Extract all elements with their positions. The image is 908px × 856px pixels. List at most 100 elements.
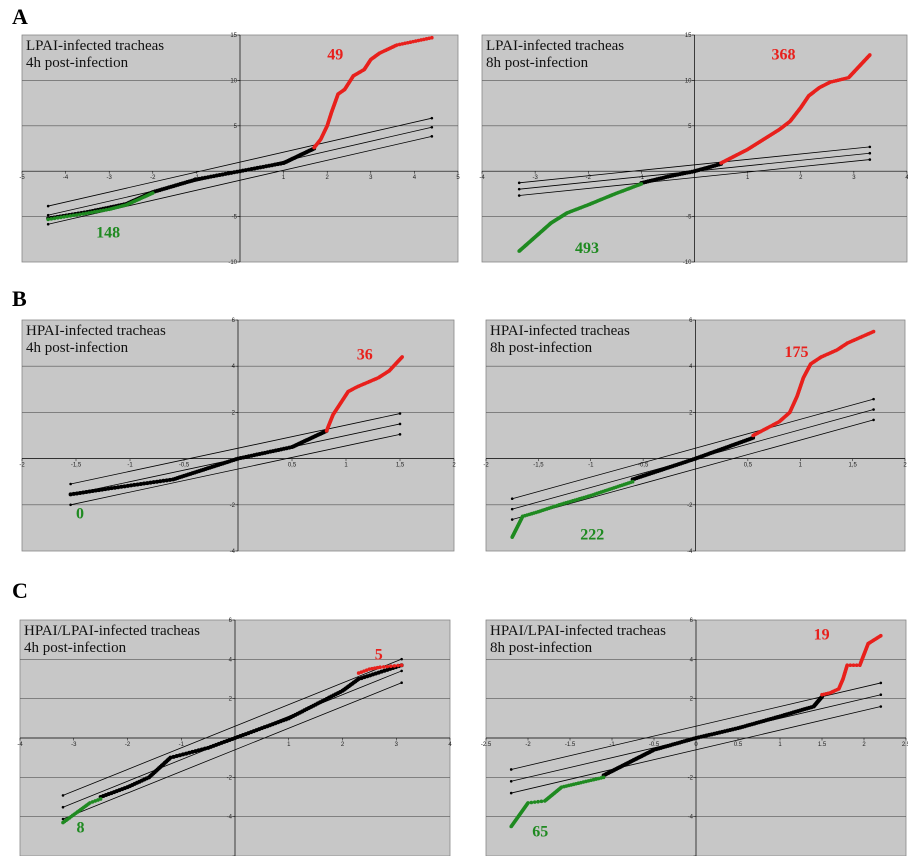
panel-title-line: 4h post-infection [24, 640, 127, 656]
data-point [854, 663, 859, 668]
chart-panel-3: -2 -1,5 -1 -0,5 0,5 1 1,5 2 -4 -2 2 4 6 HPAI-infected… [19, 318, 456, 555]
threshold-endpoint [517, 187, 521, 191]
data-point [164, 478, 169, 483]
y-tick-label: 6 [229, 618, 233, 624]
x-tick-label: -2 [483, 463, 489, 469]
data-point [871, 329, 876, 334]
data-point [427, 36, 431, 41]
data-point [71, 213, 76, 218]
x-tick-label: 1,5 [396, 463, 405, 469]
up-count-label: 19 [814, 627, 830, 644]
data-point [145, 481, 150, 486]
threshold-endpoint [879, 705, 883, 708]
down-count-label: 0 [76, 506, 84, 523]
data-point [532, 800, 537, 804]
data-point [95, 209, 100, 214]
data-point [132, 482, 137, 487]
threshold-line [511, 706, 881, 794]
data-point [55, 216, 60, 220]
threshold-line [48, 117, 432, 207]
x-tick-label: -2.5 [481, 742, 492, 748]
panel-title-line: HPAI/LPAI-infected tracheas [24, 623, 200, 639]
threshold-endpoint [879, 681, 883, 685]
series-up-regulated [356, 663, 404, 675]
y-tick-label: -10 [683, 260, 692, 266]
threshold-line [519, 146, 870, 184]
x-tick-label: -1 [588, 463, 594, 469]
data-point [89, 210, 94, 215]
chart-panel-5: -4 -3 -2 -1 1 2 3 4 -4 -2 2 4 6 HPAI/LPAI-infected tr… [17, 618, 452, 856]
y-tick-label: 2 [229, 697, 233, 703]
data-point [413, 39, 418, 43]
x-tick-label: 4 [905, 175, 908, 181]
x-tick-label: 1 [287, 742, 291, 748]
data-point [52, 216, 57, 221]
x-tick-label: -2 [150, 175, 156, 181]
data-point [171, 754, 176, 759]
data-point [397, 42, 402, 47]
x-tick-label: 2.5 [902, 742, 908, 748]
panel-title-line: 8h post-infection [486, 55, 589, 71]
series-unchanged [68, 428, 329, 497]
data-point [375, 665, 380, 670]
panel-title-line: 4h post-infection [26, 340, 129, 356]
x-tick-label: 3 [395, 742, 399, 748]
data-point [367, 667, 372, 671]
data-point [81, 212, 85, 216]
series-up-regulated [751, 329, 876, 438]
y-tick-label: -2 [230, 503, 236, 509]
data-point [196, 748, 201, 753]
data-point [81, 490, 86, 495]
y-tick-label: 15 [685, 33, 692, 39]
y-tick-label: -5 [232, 215, 238, 221]
x-tick-label: -3 [71, 742, 77, 748]
data-point [424, 37, 429, 41]
data-point [129, 483, 134, 488]
data-point [845, 663, 849, 668]
down-count-label: 222 [580, 526, 604, 543]
threshold-endpoint [398, 422, 402, 426]
chart-panel-4: -2 -1,5 -1 -0,5 0,5 1 1,5 2 -4 -2 2 4 6 HPAI-infected… [483, 318, 907, 555]
threshold-endpoint [430, 135, 434, 138]
data-point [193, 749, 198, 754]
down-count-label: 493 [575, 240, 599, 257]
y-tick-label: 5 [688, 124, 692, 130]
x-tick-label: 2 [862, 742, 866, 748]
series-down-regulated [510, 479, 635, 539]
x-tick-label: -1 [609, 742, 615, 748]
x-tick-label: 1,5 [848, 463, 857, 469]
data-point [138, 482, 143, 487]
y-tick-label: -4 [227, 815, 233, 821]
threshold-endpoint [510, 518, 514, 521]
threshold-line [70, 413, 401, 485]
data-point [851, 663, 856, 668]
x-tick-label: -1.5 [565, 742, 576, 748]
y-tick-label: 2 [689, 410, 693, 416]
y-tick-label: 6 [232, 318, 236, 324]
data-point [416, 38, 421, 43]
threshold-endpoint [400, 681, 403, 685]
y-tick-label: 6 [689, 318, 693, 324]
y-tick-label: -5 [686, 215, 692, 221]
data-point [107, 207, 111, 212]
data-point [405, 40, 410, 45]
threshold-line [62, 682, 402, 820]
data-point [90, 489, 95, 494]
threshold-endpoint [46, 222, 50, 226]
series-unchanged [639, 161, 724, 186]
x-tick-label: 4 [413, 175, 417, 181]
threshold-endpoint [61, 805, 65, 809]
x-tick-label: -3 [532, 175, 538, 181]
series-down-regulated [509, 775, 606, 829]
up-count-label: 368 [772, 47, 796, 64]
threshold-endpoint [509, 779, 513, 783]
data-point [101, 208, 106, 213]
data-point [148, 480, 153, 485]
data-point [543, 799, 547, 803]
data-point [112, 485, 117, 490]
threshold-endpoint [398, 433, 402, 436]
panel-title-line: 8h post-infection [490, 640, 593, 656]
data-point [158, 479, 163, 484]
data-point [848, 663, 853, 668]
